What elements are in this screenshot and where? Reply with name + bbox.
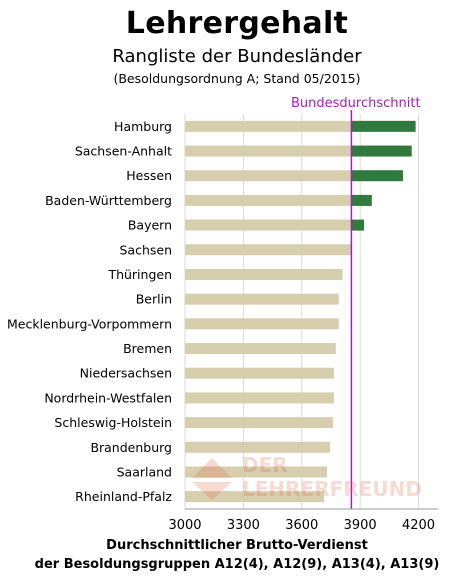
category-label: Bayern [128,218,172,233]
category-label: Hamburg [114,119,172,134]
category-label: Sachsen [119,242,172,257]
x-tick-label: 3600 [285,518,318,533]
bar [185,466,328,478]
x-tick-label: 3300 [227,518,260,533]
category-label: Rheinland-Pfalz [75,489,172,504]
category-label: Hessen [126,168,172,183]
bar [185,145,352,157]
watermark-line2: LEHRERFREUND [242,477,422,501]
bar-above-average [351,170,403,182]
chart-title: Lehrergehalt [125,6,349,41]
bar [185,293,339,305]
bar [185,441,330,453]
category-label: Baden-Württemberg [45,193,172,208]
x-tick-label: 3900 [344,518,377,533]
x-axis-label-line1: Durchschnittlicher Brutto-Verdienst [106,538,368,553]
category-label: Thüringen [107,267,172,282]
bar-above-average [351,120,416,132]
bar [185,343,336,355]
chart-note: (Besoldungsordnung A; Stand 05/2015) [113,71,361,86]
bar [185,392,334,404]
bar [185,268,343,280]
bar [185,219,352,231]
chart-subtitle: Rangliste der Bundesländer [112,46,362,67]
bar [185,194,352,206]
x-tick-label: 3000 [168,518,201,533]
watermark-logo: DER LEHRERFREUND [192,453,422,501]
category-label: Nordrhein-Westfalen [44,390,172,405]
x-axis-label-line2: der Besoldungsgruppen A12(4), A12(9), A1… [34,557,440,572]
category-label: Sachsen-Anhalt [75,144,172,159]
category-label: Brandenburg [90,440,172,455]
bar-above-average [351,219,365,231]
watermark-line1: DER [242,453,288,477]
bar [185,170,352,182]
bar [185,244,352,256]
category-label: Bremen [123,341,172,356]
bar [185,491,325,503]
category-label: Schleswig-Holstein [54,415,172,430]
bar [185,417,333,429]
category-label: Niedersachsen [80,366,172,381]
bar [185,367,334,379]
bar-above-average [351,194,372,206]
category-label: Berlin [136,292,172,307]
x-tick-label: 4200 [402,518,435,533]
category-label: Saarland [117,464,172,479]
average-label: Bundesdurchschnitt [291,96,421,111]
bar-above-average [351,145,412,157]
bar [185,318,339,330]
bar [185,120,352,132]
x-axis-label: Durchschnittlicher Brutto-Verdienst der … [0,536,474,574]
category-label: Mecklenburg-Vorpommern [7,316,172,331]
